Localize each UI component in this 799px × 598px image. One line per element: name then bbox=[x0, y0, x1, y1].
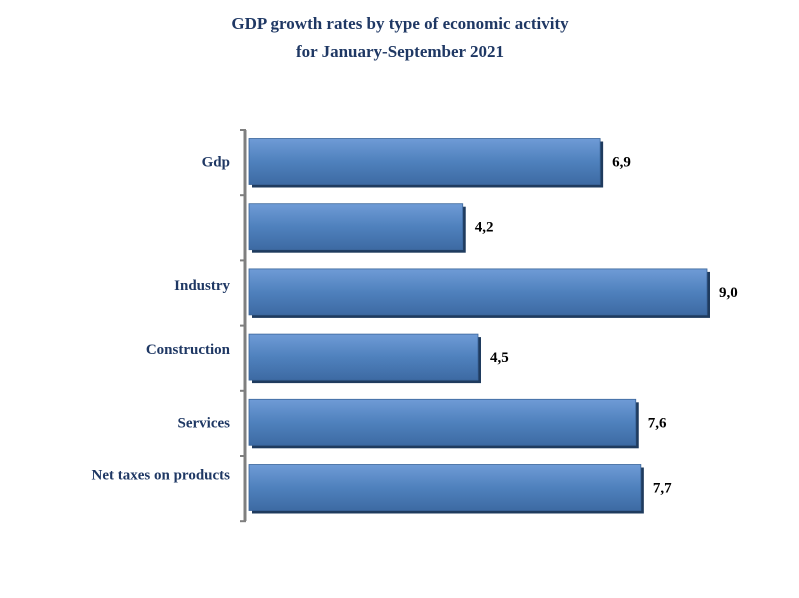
bar-gdp bbox=[248, 138, 601, 185]
category-labels: Gdp Industry Construction Services Net taxes… bbox=[92, 155, 231, 484]
bar-series bbox=[248, 138, 710, 514]
value-label: 9,0 bbox=[719, 285, 738, 301]
category-label: Services bbox=[178, 415, 231, 431]
chart-subtitle: for January-September 2021 bbox=[296, 42, 504, 61]
value-label: 4,2 bbox=[475, 220, 494, 236]
category-label: Construction bbox=[146, 342, 231, 358]
chart-title: GDP growth rates by type of economic act… bbox=[231, 14, 569, 33]
category-label: Net taxes on products bbox=[92, 468, 231, 484]
bar-net-taxes-on-products bbox=[248, 464, 642, 511]
bar-unlabeled bbox=[248, 203, 464, 251]
y-axis-ticks bbox=[240, 129, 246, 523]
value-label: 4,5 bbox=[490, 350, 509, 366]
bar-industry bbox=[248, 268, 708, 316]
category-label: Gdp bbox=[202, 155, 230, 171]
value-label: 7,7 bbox=[653, 481, 672, 497]
category-label: Industry bbox=[174, 278, 230, 294]
value-labels: 6,9 4,2 9,0 4,5 7,6 7,7 bbox=[475, 155, 738, 497]
value-label: 7,6 bbox=[648, 415, 667, 431]
bar-construction bbox=[248, 333, 479, 381]
value-label: 6,9 bbox=[612, 155, 631, 171]
bar-services bbox=[248, 398, 637, 446]
